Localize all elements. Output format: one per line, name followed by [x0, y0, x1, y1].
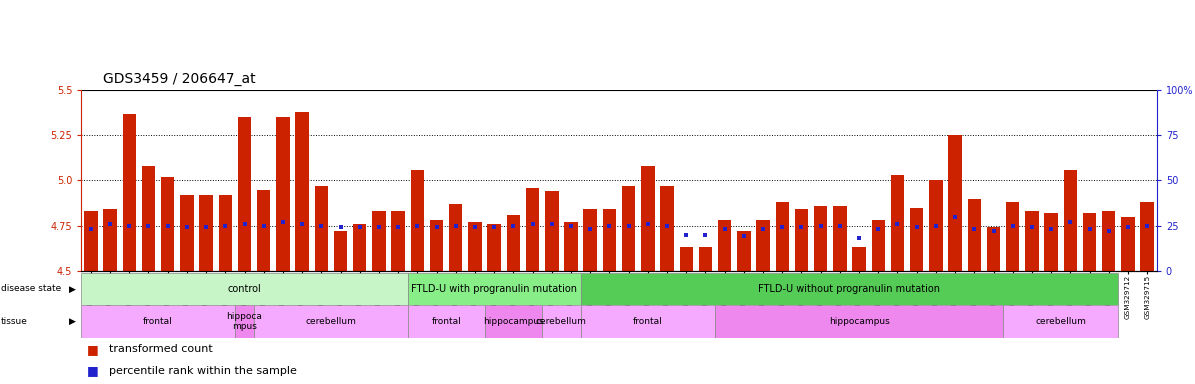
Bar	[833, 206, 846, 271]
Bar	[238, 118, 251, 271]
Text: GDS3459 / 206647_at: GDS3459 / 206647_at	[103, 71, 256, 86]
Bar	[718, 220, 731, 271]
Bar	[142, 166, 155, 271]
Text: ▶: ▶	[69, 285, 76, 293]
Text: disease state: disease state	[1, 285, 61, 293]
Bar	[392, 211, 405, 271]
Bar	[485, 305, 543, 338]
Bar	[180, 195, 194, 271]
Text: ▶: ▶	[69, 317, 76, 326]
Bar	[715, 305, 1003, 338]
Text: FTLD-U without progranulin mutation: FTLD-U without progranulin mutation	[759, 284, 940, 294]
Text: control: control	[227, 284, 262, 294]
Bar	[295, 112, 308, 271]
Text: frontal: frontal	[431, 317, 461, 326]
Bar	[583, 209, 598, 271]
Bar	[526, 188, 539, 271]
Bar	[1102, 211, 1115, 271]
Bar	[488, 224, 501, 271]
Bar	[661, 186, 674, 271]
Bar	[81, 273, 407, 305]
Bar	[507, 215, 520, 271]
Bar	[1006, 202, 1019, 271]
Text: hippocampus: hippocampus	[483, 317, 544, 326]
Bar	[1121, 217, 1135, 271]
Bar	[219, 195, 232, 271]
Text: frontal: frontal	[633, 317, 663, 326]
Bar	[411, 170, 424, 271]
Bar	[930, 180, 943, 271]
Bar	[602, 209, 617, 271]
Bar	[81, 305, 235, 338]
Text: cerebellum: cerebellum	[1035, 317, 1086, 326]
Bar	[949, 136, 962, 271]
Text: cerebellum: cerebellum	[535, 317, 587, 326]
Bar	[581, 305, 715, 338]
Text: tissue: tissue	[1, 317, 27, 326]
Bar	[407, 273, 581, 305]
Text: transformed count: transformed count	[109, 344, 213, 354]
Text: frontal: frontal	[143, 317, 173, 326]
Bar	[795, 209, 808, 271]
Text: hippoca
mpus: hippoca mpus	[227, 312, 263, 331]
Bar	[468, 222, 482, 271]
Bar	[1140, 202, 1154, 271]
Text: percentile rank within the sample: percentile rank within the sample	[109, 366, 296, 376]
Bar	[314, 186, 329, 271]
Bar	[776, 202, 789, 271]
Bar	[909, 208, 924, 271]
Text: ■: ■	[87, 343, 99, 356]
Bar	[407, 305, 485, 338]
Bar	[680, 247, 693, 271]
Text: hippocampus: hippocampus	[828, 317, 889, 326]
Bar	[1025, 211, 1038, 271]
Bar	[543, 305, 581, 338]
Bar	[852, 247, 866, 271]
Bar	[581, 273, 1119, 305]
Text: FTLD-U with progranulin mutation: FTLD-U with progranulin mutation	[411, 284, 577, 294]
Bar	[699, 247, 712, 271]
Bar	[871, 220, 885, 271]
Bar	[641, 166, 655, 271]
Bar	[756, 220, 770, 271]
Bar	[814, 206, 827, 271]
Bar	[1064, 170, 1077, 271]
Bar	[621, 186, 636, 271]
Bar	[84, 211, 98, 271]
Bar	[161, 177, 174, 271]
Bar	[257, 190, 270, 271]
Bar	[255, 305, 407, 338]
Text: cerebellum: cerebellum	[306, 317, 356, 326]
Bar	[449, 204, 462, 271]
Bar	[737, 231, 750, 271]
Bar	[564, 222, 577, 271]
Bar	[1083, 213, 1096, 271]
Bar	[1044, 213, 1058, 271]
Bar	[333, 231, 348, 271]
Text: ■: ■	[87, 364, 99, 377]
Bar	[968, 199, 981, 271]
Bar	[987, 227, 1000, 271]
Bar	[235, 305, 255, 338]
Bar	[372, 211, 386, 271]
Bar	[545, 191, 558, 271]
Bar	[353, 224, 367, 271]
Bar	[103, 209, 117, 271]
Bar	[430, 220, 443, 271]
Bar	[200, 195, 213, 271]
Bar	[1003, 305, 1119, 338]
Bar	[890, 175, 905, 271]
Bar	[276, 118, 289, 271]
Bar	[123, 114, 136, 271]
